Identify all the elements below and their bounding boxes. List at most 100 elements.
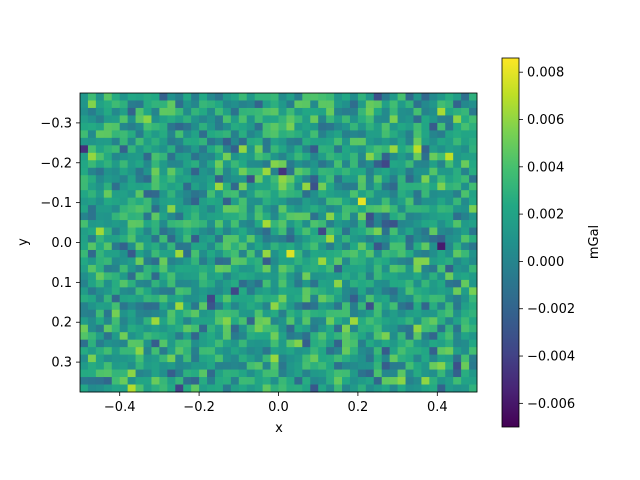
heatmap-cell <box>199 287 208 296</box>
heatmap-cell <box>349 317 359 326</box>
heatmap-cell <box>95 145 105 154</box>
heatmap-cell <box>453 220 462 228</box>
heatmap-cell <box>461 197 470 206</box>
heatmap-cell <box>326 257 335 266</box>
heatmap-cell <box>278 130 287 139</box>
heatmap-cell <box>95 220 105 228</box>
heatmap-cell <box>238 182 248 191</box>
heatmap-cell <box>135 145 144 154</box>
heatmap-cell <box>365 137 375 146</box>
heatmap-cell <box>191 137 200 146</box>
heatmap-cell <box>365 272 375 281</box>
heatmap-cell <box>342 264 351 273</box>
heatmap-cell <box>80 93 89 101</box>
heatmap-cell <box>207 107 216 116</box>
heatmap-cell <box>294 137 303 146</box>
heatmap-cell <box>286 302 295 311</box>
heatmap-cell <box>254 302 264 311</box>
heatmap-cell <box>151 220 160 228</box>
heatmap-cell <box>95 197 105 206</box>
heatmap-cell <box>413 302 422 311</box>
heatmap-cell <box>429 362 438 370</box>
heatmap-cell <box>191 130 200 139</box>
heatmap-cell <box>111 160 121 169</box>
heatmap-cell <box>286 190 295 199</box>
x-tick-label: −0.2 <box>183 400 215 415</box>
heatmap-cell <box>397 197 406 206</box>
heatmap-cell <box>119 122 129 131</box>
heatmap-cell <box>207 264 216 273</box>
heatmap-cell <box>278 272 287 281</box>
heatmap-cell <box>246 220 256 228</box>
heatmap-cell <box>326 227 335 236</box>
heatmap-cell <box>127 309 136 318</box>
heatmap-cell <box>342 362 351 370</box>
heatmap-cell <box>238 175 248 184</box>
heatmap-cell <box>222 369 232 378</box>
heatmap-cell <box>405 302 414 311</box>
heatmap-cell <box>405 317 414 326</box>
heatmap-cell <box>413 347 422 356</box>
heatmap-cell <box>80 242 89 251</box>
heatmap-cell <box>453 130 462 139</box>
heatmap-cell <box>214 332 224 341</box>
heatmap-cell <box>95 264 105 273</box>
heatmap-cell <box>349 100 359 109</box>
heatmap-cell <box>349 190 359 199</box>
heatmap-cell <box>103 182 113 191</box>
heatmap-cell <box>286 384 295 393</box>
heatmap-cell <box>389 242 398 251</box>
heatmap-cell <box>230 339 240 348</box>
heatmap-cell <box>373 257 383 266</box>
heatmap-cell <box>349 384 359 393</box>
heatmap-cell <box>461 347 470 356</box>
heatmap-cell <box>389 302 398 311</box>
heatmap-cell <box>453 279 462 288</box>
heatmap-cell <box>461 205 470 214</box>
heatmap-cell <box>151 130 160 139</box>
heatmap-cell <box>167 302 176 311</box>
heatmap-cell <box>286 137 295 146</box>
heatmap-cell <box>373 347 383 356</box>
heatmap-cell <box>183 205 192 214</box>
heatmap-cell <box>159 309 168 318</box>
heatmap-cell <box>95 152 105 161</box>
heatmap-cell <box>357 294 367 303</box>
heatmap-cell <box>326 100 335 109</box>
heatmap-cell <box>262 287 271 296</box>
heatmap-cell <box>334 362 343 370</box>
heatmap-cell <box>95 190 105 199</box>
heatmap-cell <box>143 302 152 311</box>
heatmap-cell <box>167 324 176 333</box>
heatmap-cell <box>405 190 414 199</box>
heatmap-cell <box>381 100 391 109</box>
heatmap-cell <box>437 377 446 385</box>
heatmap-cell <box>207 369 216 378</box>
heatmap-cell <box>111 167 121 176</box>
heatmap-cell <box>246 107 256 116</box>
heatmap-cell <box>159 197 168 206</box>
heatmap-cell <box>246 309 256 318</box>
heatmap-cell <box>270 339 279 348</box>
heatmap-cell <box>246 242 256 251</box>
heatmap-cell <box>294 242 303 251</box>
heatmap-cell <box>326 235 335 243</box>
heatmap-cell <box>183 235 192 243</box>
heatmap-cell <box>254 354 264 363</box>
heatmap-cell <box>373 107 383 116</box>
heatmap-cell <box>111 347 121 356</box>
heatmap-cell <box>95 287 105 296</box>
heatmap-cell <box>262 152 271 161</box>
heatmap-cell <box>349 137 359 146</box>
heatmap-cell <box>183 279 192 288</box>
heatmap-cell <box>207 302 216 311</box>
heatmap-cell <box>294 384 303 393</box>
heatmap-cell <box>80 160 89 169</box>
heatmap-cell <box>111 145 121 154</box>
heatmap-cell <box>222 227 232 236</box>
heatmap-cell <box>421 93 430 101</box>
heatmap-cell <box>310 122 319 131</box>
heatmap-cell <box>381 175 391 184</box>
heatmap-cell <box>80 220 89 228</box>
heatmap-cell <box>262 167 271 176</box>
